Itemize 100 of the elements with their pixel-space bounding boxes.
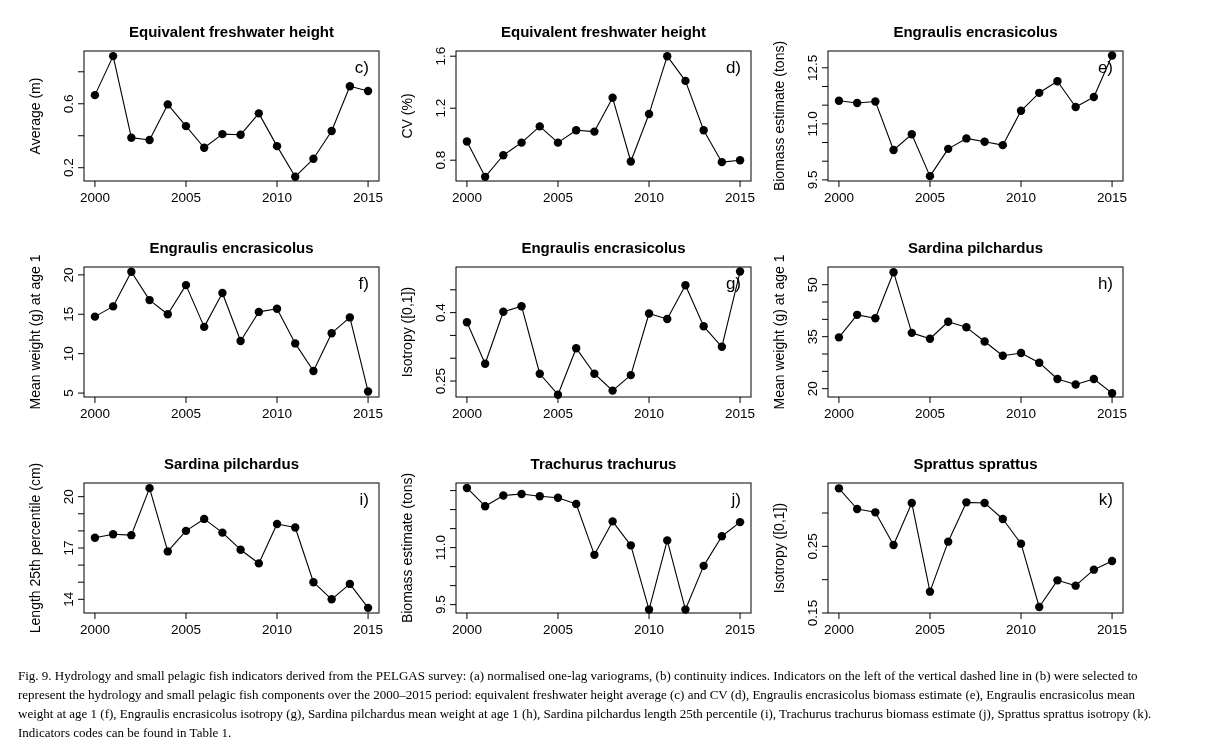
point [199, 143, 209, 152]
chart-title: Engraulis encrasicolus [149, 239, 314, 256]
point [553, 493, 563, 503]
y-tick-label: 20 [805, 381, 820, 397]
point [735, 267, 745, 276]
point [291, 172, 300, 181]
y-tick-label: 0.15 [805, 599, 820, 627]
y-tick-label: 15 [61, 306, 76, 322]
point [644, 605, 654, 614]
point [517, 138, 526, 147]
x-tick-label: 2005 [542, 622, 573, 637]
x-tick-label: 2010 [634, 190, 665, 205]
point [735, 156, 745, 165]
point [852, 310, 862, 320]
point [127, 530, 136, 540]
point [127, 133, 136, 142]
point [735, 517, 745, 527]
point [626, 541, 636, 550]
y-tick-label: 0.25 [805, 533, 820, 560]
point [852, 504, 862, 514]
point [236, 130, 245, 139]
point [363, 86, 373, 96]
point [943, 537, 953, 546]
x-tick-label: 2005 [170, 190, 201, 205]
y-tick-label: 20 [61, 489, 76, 505]
x-tick-label: 2000 [451, 406, 482, 421]
point [998, 351, 1008, 360]
y-tick-label: 1.2 [433, 98, 448, 118]
point [626, 370, 636, 380]
point [608, 517, 617, 526]
point [90, 90, 100, 100]
x-tick-label: 2000 [823, 622, 854, 637]
point [1089, 92, 1099, 102]
point [681, 605, 690, 614]
x-tick-label: 2010 [262, 622, 293, 637]
x-tick-label: 2015 [1097, 622, 1128, 637]
y-tick-label: 10 [61, 346, 76, 362]
point [1053, 77, 1062, 86]
point [907, 130, 916, 139]
point [590, 369, 599, 378]
point [309, 154, 318, 163]
point [127, 267, 136, 276]
y-tick-label: 17 [61, 540, 76, 556]
point [272, 519, 282, 529]
point [1035, 358, 1044, 367]
point [90, 533, 100, 542]
x-tick-label: 2000 [451, 190, 482, 205]
point [681, 76, 690, 86]
point [236, 545, 245, 554]
point [925, 334, 935, 343]
point [291, 339, 300, 348]
point [218, 129, 227, 139]
point [480, 359, 490, 368]
point [980, 337, 989, 346]
point [462, 483, 472, 493]
point [571, 126, 581, 135]
point [462, 137, 472, 146]
point [1071, 102, 1080, 112]
point [327, 328, 336, 338]
y-tick-label: 20 [61, 267, 76, 283]
point [535, 122, 544, 131]
point [480, 172, 490, 182]
point [327, 595, 336, 604]
point [218, 288, 227, 298]
point [699, 561, 708, 571]
y-tick-label: 0.25 [433, 367, 448, 395]
point [1016, 348, 1026, 358]
point [626, 157, 636, 166]
y-tick-label: 0.6 [61, 94, 76, 114]
annotation: k) [1098, 490, 1113, 509]
point [517, 489, 526, 499]
point [663, 536, 672, 545]
point [181, 526, 191, 536]
point [1053, 374, 1062, 384]
point [327, 126, 336, 136]
y-axis-title: Average (m) [27, 77, 43, 155]
y-tick-label: 0.4 [433, 302, 448, 322]
point [499, 151, 508, 160]
point [871, 97, 880, 106]
point [145, 295, 154, 305]
y-axis-title: CV (%) [399, 93, 415, 139]
point [834, 96, 844, 105]
y-tick-label: 11.0 [433, 534, 448, 561]
point [980, 498, 989, 508]
x-tick-label: 2010 [262, 406, 293, 421]
point [852, 98, 862, 108]
x-tick-label: 2000 [451, 622, 482, 637]
x-tick-label: 2000 [823, 406, 854, 421]
y-tick-label: 0.2 [61, 158, 76, 178]
point [1071, 380, 1080, 389]
point [236, 336, 245, 346]
point [309, 578, 318, 587]
y-tick-label: 5 [61, 389, 76, 397]
point [254, 307, 264, 317]
point [590, 127, 599, 136]
point [480, 501, 490, 511]
y-axis-title: Biomass estimate (tons) [771, 40, 787, 192]
point [962, 498, 971, 507]
y-tick-label: 9.5 [433, 595, 448, 615]
x-tick-label: 2010 [262, 190, 293, 205]
